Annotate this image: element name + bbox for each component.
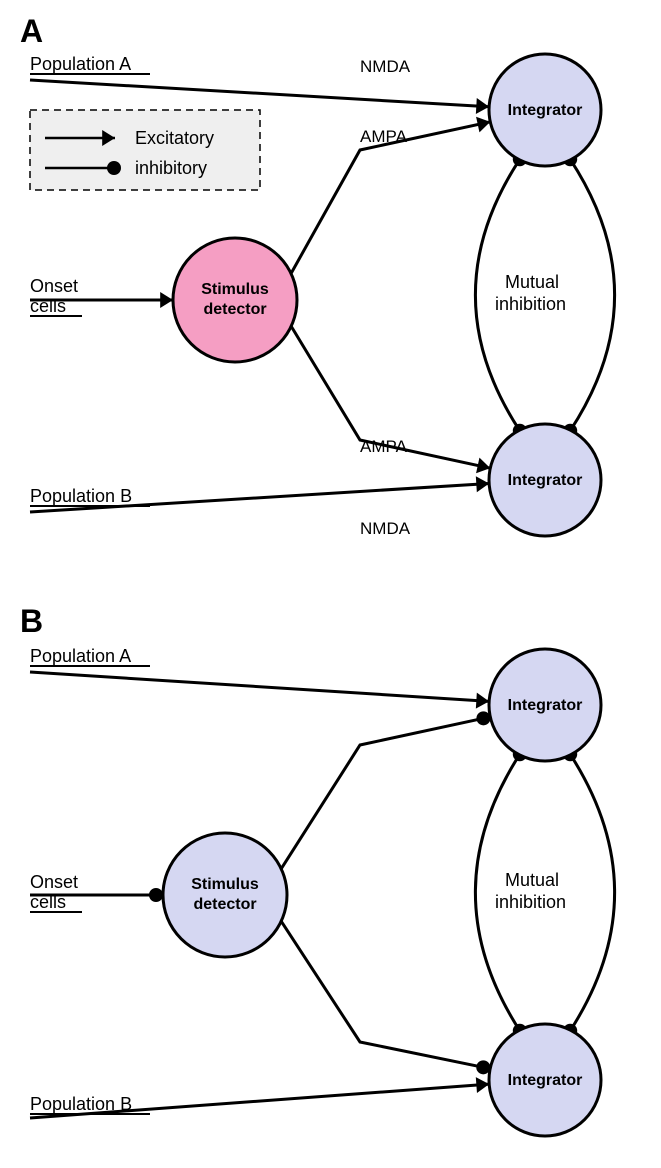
edge-popA-int-b [30, 672, 489, 701]
ampa-top: AMPA [360, 127, 408, 146]
inhibition-label: inhibition [495, 294, 566, 314]
detector-text2: detector [203, 301, 266, 318]
stimulus-detector-b [163, 833, 287, 957]
mutual-label: Mutual [505, 272, 559, 292]
detector-text: Stimulus [201, 281, 269, 298]
pop-a-b: Population A [30, 646, 131, 666]
nmda-bot: NMDA [360, 519, 411, 538]
pop-a-label: Population A [30, 54, 131, 74]
panel-b: BPopulation AOnsetcellsPopulation BMutua… [20, 603, 615, 1136]
onset-b: Onset [30, 872, 78, 892]
integrator-text-b: Integrator [508, 697, 583, 714]
panel-letter-b: B [20, 603, 43, 639]
integrator-text: Integrator [508, 102, 583, 119]
pop-b-label: Population B [30, 486, 132, 506]
detector-text-b: Stimulus [191, 876, 259, 893]
stimulus-detector-node [173, 238, 297, 362]
ampa-bot: AMPA [360, 437, 408, 456]
panel-letter: A [20, 13, 43, 49]
edge-det-intBot-b [281, 921, 483, 1067]
onset-label: Onset [30, 276, 78, 296]
integrator-text2-b: Integrator [508, 1072, 583, 1089]
legend-inh: inhibitory [135, 158, 207, 178]
nmda-label: NMDA [360, 57, 411, 76]
integrator-text2: Integrator [508, 472, 583, 489]
edge-det-intTop-b [281, 718, 483, 868]
detector-text2-b: detector [193, 896, 256, 913]
edge-popA-int [30, 80, 489, 107]
panel-a: A Population A NMDA Excitatory inhibitory Ons… [20, 13, 615, 538]
mutual-b: Mutual [505, 870, 559, 890]
legend-exc: Excitatory [135, 128, 214, 148]
legend-box [30, 110, 260, 190]
inhibition-b: inhibition [495, 892, 566, 912]
